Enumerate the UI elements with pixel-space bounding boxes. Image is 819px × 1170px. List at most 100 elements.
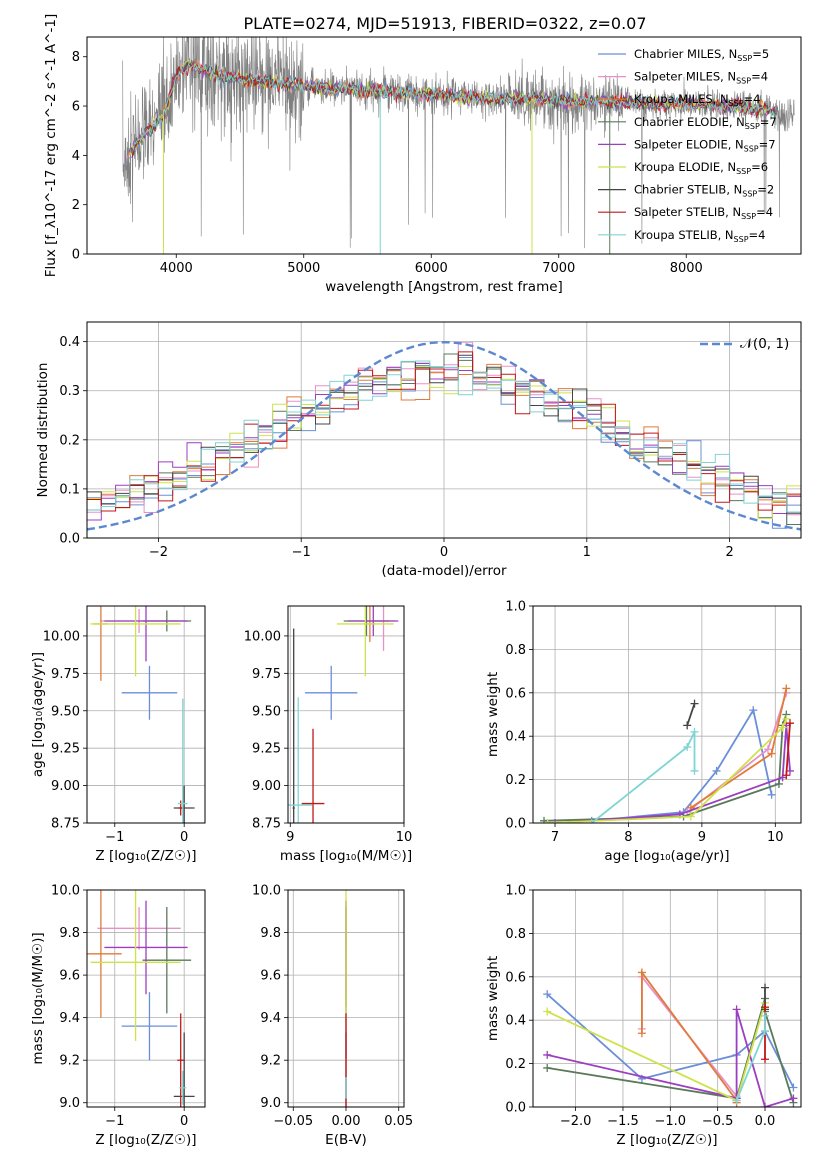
- y-tick-label: 9.0: [59, 1096, 80, 1111]
- y-tick-label: 4: [72, 149, 80, 164]
- axes-frame: [86, 36, 802, 255]
- axes-frame: [86, 605, 206, 824]
- weight_vs_Z-plot-area: [543, 968, 798, 1107]
- y-tick-label: 0.6: [505, 686, 526, 701]
- y-tick-label: 10.0: [51, 884, 80, 899]
- axes-frame: [532, 889, 802, 1108]
- y-tick-label: 9.75: [252, 667, 281, 682]
- x-tick-label: 5000: [287, 261, 320, 276]
- model-fit-line: [130, 61, 776, 158]
- mass-weight-point: [690, 766, 699, 775]
- mass-weight-point: [785, 719, 794, 728]
- y-tick-label: 0.8: [505, 927, 526, 942]
- mass-weight-point: [763, 745, 772, 754]
- x-tick-label: 0.0: [755, 1114, 776, 1129]
- mass-weight-line: [690, 688, 788, 809]
- legend-entry: Salpeter MILES, NSSP=4: [634, 70, 768, 86]
- legend-entry: Salpeter ELODIE, NSSP=7: [634, 137, 776, 153]
- mass-weight-point: [732, 1096, 741, 1105]
- y-tick-label: 9.8: [260, 926, 281, 941]
- y-tick-label: 9.8: [59, 926, 80, 941]
- age_vs_mass-plot-area: [288, 606, 399, 823]
- y-tick-label: 9.00: [51, 779, 80, 794]
- mass-weight-point: [637, 968, 646, 977]
- y-tick-label: 8: [72, 50, 80, 65]
- mass-weight-point: [761, 983, 770, 992]
- y-axis-label: Normed distribution: [35, 363, 51, 498]
- y-tick-label: 0.2: [505, 1057, 526, 1072]
- mass_vs_Z-axes: −1 0 9.0 9.2 9.4 9.6 9.8 10.0 Z [log₁₀(Z/Z☉)] mas…: [30, 884, 206, 1148]
- y-tick-label: 0.0: [505, 1101, 526, 1116]
- y-tick-label: 9.50: [252, 704, 281, 719]
- y-tick-label: 9.6: [260, 969, 281, 984]
- y-tick-label: 9.50: [51, 704, 80, 719]
- mass-weight-line: [591, 731, 696, 823]
- x-tick-label: 6000: [415, 261, 448, 276]
- legend-entry: Kroupa MILES, NSSP=4: [634, 92, 760, 108]
- x-axis-label: mass [log₁₀(M/M☉)]: [280, 848, 412, 864]
- y-axis-label: Flux [f_λ10^-17 erg cm^-2 s^-1 A^-1]: [43, 14, 59, 277]
- residual_hist-plot-area: [87, 340, 801, 531]
- x-axis-label: Z [log₁₀(Z/Z☉)]: [616, 1132, 717, 1148]
- mass-weight-line: [554, 725, 791, 823]
- mass-weight-line: [686, 703, 696, 726]
- y-tick-label: 0.6: [505, 970, 526, 985]
- mass-weight-point: [767, 749, 776, 758]
- mass-weight-point: [540, 816, 549, 823]
- x-tick-label: −1.0: [655, 1114, 687, 1129]
- axes-frame: [287, 605, 405, 824]
- mass-weight-point: [774, 779, 783, 788]
- mass-weight-point: [789, 1094, 798, 1103]
- x-tick-label: −1: [105, 830, 124, 845]
- mass-weight-point: [543, 1063, 552, 1072]
- y-tick-label: 0.4: [59, 335, 80, 350]
- y-tick-label: 0.0: [505, 817, 526, 832]
- y-tick-label: 10.00: [43, 629, 80, 644]
- residual-histogram: [87, 360, 801, 513]
- y-tick-label: 9.25: [252, 742, 281, 757]
- y-axis-label: mass [log₁₀(M/M☉)]: [30, 932, 46, 1064]
- y-tick-label: 8.75: [51, 817, 80, 832]
- mass-weight-point: [543, 990, 552, 999]
- x-axis-label: (data-model)/error: [381, 563, 507, 579]
- mass-weight-point: [761, 1103, 770, 1107]
- y-tick-label: 9.2: [260, 1054, 281, 1069]
- y-tick-label: 0: [72, 248, 80, 263]
- mass-weight-point: [761, 1003, 770, 1012]
- mass-weight-line: [785, 723, 791, 776]
- mass-weight-line: [641, 969, 738, 1103]
- age_vs_mass-axes: 9 10 8.75 9.00 9.25 9.50 9.75 10.00 mass [log₁₀(…: [244, 605, 412, 864]
- y-tick-label: 0.2: [59, 433, 80, 448]
- y-tick-label: 9.75: [51, 667, 80, 682]
- legend-entry: Chabrier ELODIE, NSSP=7: [634, 115, 777, 131]
- y-tick-label: 0.8: [505, 643, 526, 658]
- x-tick-label: −0.05: [273, 1114, 313, 1129]
- x-tick-label: 8000: [670, 261, 703, 276]
- y-tick-label: 6: [72, 100, 80, 115]
- mass-weight-point: [551, 819, 560, 823]
- mass-weight-point: [690, 699, 699, 708]
- mass-weight-line: [547, 718, 788, 823]
- y-tick-label: 9.25: [51, 742, 80, 757]
- axes-frame: [532, 605, 802, 824]
- mass-weight-point: [543, 1007, 552, 1016]
- x-tick-label: 7000: [542, 261, 575, 276]
- x-tick-label: 0.00: [332, 1114, 361, 1129]
- x-axis-label: wavelength [Angstrom, rest frame]: [325, 279, 563, 295]
- x-axis-label: age [log₁₀(age/yr)]: [604, 848, 729, 864]
- y-tick-label: 9.4: [260, 1011, 281, 1026]
- mass-weight-point: [761, 1027, 770, 1036]
- y-tick-label: 1.0: [505, 884, 526, 899]
- mass-weight-point: [637, 1029, 646, 1038]
- y-tick-label: 0.4: [505, 1014, 526, 1029]
- legend-entry: Chabrier STELIB, NSSP=2: [634, 183, 774, 199]
- y-axis-label: mass weight: [485, 956, 501, 1041]
- weight_vs_age-axes: 7 8 9 10 0.0 0.2 0.4 0.6 0.8 1.0 age [log₁₀(age/yr…: [485, 600, 802, 864]
- x-tick-label: 9: [286, 830, 294, 845]
- mass-weight-point: [686, 812, 695, 821]
- normal-reference-curve: [87, 340, 801, 531]
- y-tick-label: 0.3: [59, 384, 80, 399]
- mass-weight-point: [767, 790, 776, 799]
- y-tick-label: 9.2: [59, 1054, 80, 1069]
